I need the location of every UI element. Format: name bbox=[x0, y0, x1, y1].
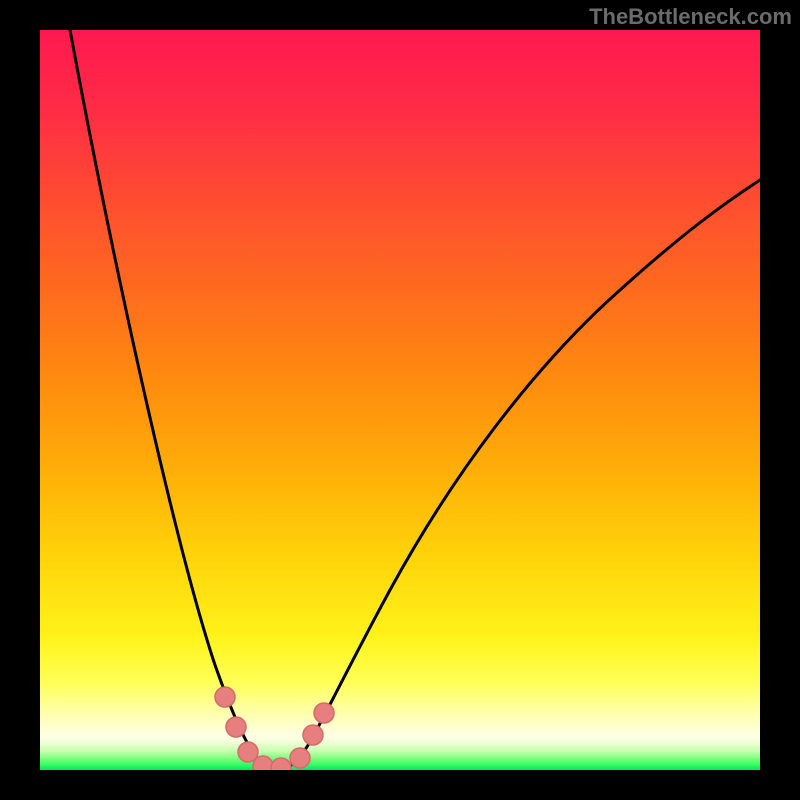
marker-point bbox=[215, 687, 235, 707]
gradient-plot-area bbox=[40, 30, 760, 770]
marker-point bbox=[290, 748, 310, 768]
marker-point bbox=[226, 717, 246, 737]
chart-svg bbox=[0, 0, 800, 800]
chart-container: TheBottleneck.com bbox=[0, 0, 800, 800]
marker-point bbox=[314, 703, 334, 723]
marker-point bbox=[303, 725, 323, 745]
watermark-text: TheBottleneck.com bbox=[589, 4, 792, 30]
